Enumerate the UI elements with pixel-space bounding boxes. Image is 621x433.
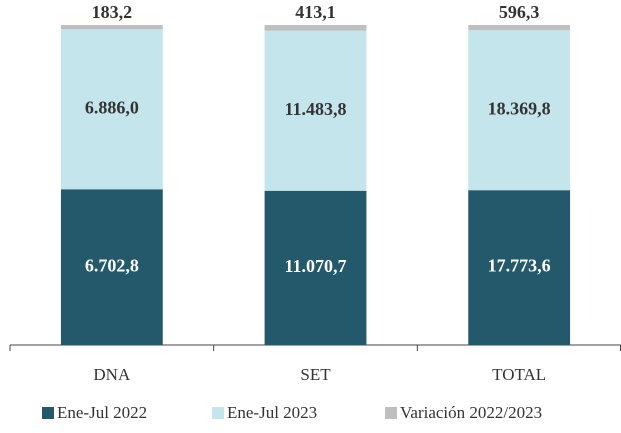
data-label: 11.070,7 <box>284 256 346 276</box>
data-label: 413,1 <box>295 2 336 22</box>
bar-segment <box>468 25 571 31</box>
bar-segment <box>468 190 571 345</box>
x-tick-label: TOTAL <box>492 365 546 384</box>
legend-swatch <box>212 407 224 419</box>
legend-swatch <box>42 407 54 419</box>
data-label: 183,2 <box>92 2 133 22</box>
bar-segment <box>60 25 163 30</box>
bar-segment <box>264 190 367 345</box>
bar-segment <box>264 25 367 31</box>
data-label: 17.773,6 <box>488 256 551 276</box>
data-label: 596,3 <box>499 2 540 22</box>
legend-label: Ene-Jul 2023 <box>227 403 317 422</box>
bar-segment <box>60 29 163 190</box>
data-label: 18.369,8 <box>488 98 551 118</box>
bar-segment <box>264 30 367 191</box>
legend-swatch <box>385 407 397 419</box>
bar-segment <box>60 189 163 345</box>
data-label: 11.483,8 <box>284 99 346 119</box>
x-tick-label: DNA <box>93 365 131 384</box>
legend-label: Ene-Jul 2022 <box>57 403 147 422</box>
data-label: 6.886,0 <box>85 97 139 117</box>
legend-label: Variación 2022/2023 <box>400 403 542 422</box>
data-label: 6.702,8 <box>85 255 139 275</box>
x-tick-label: SET <box>300 365 331 384</box>
bar-segment <box>468 30 571 191</box>
